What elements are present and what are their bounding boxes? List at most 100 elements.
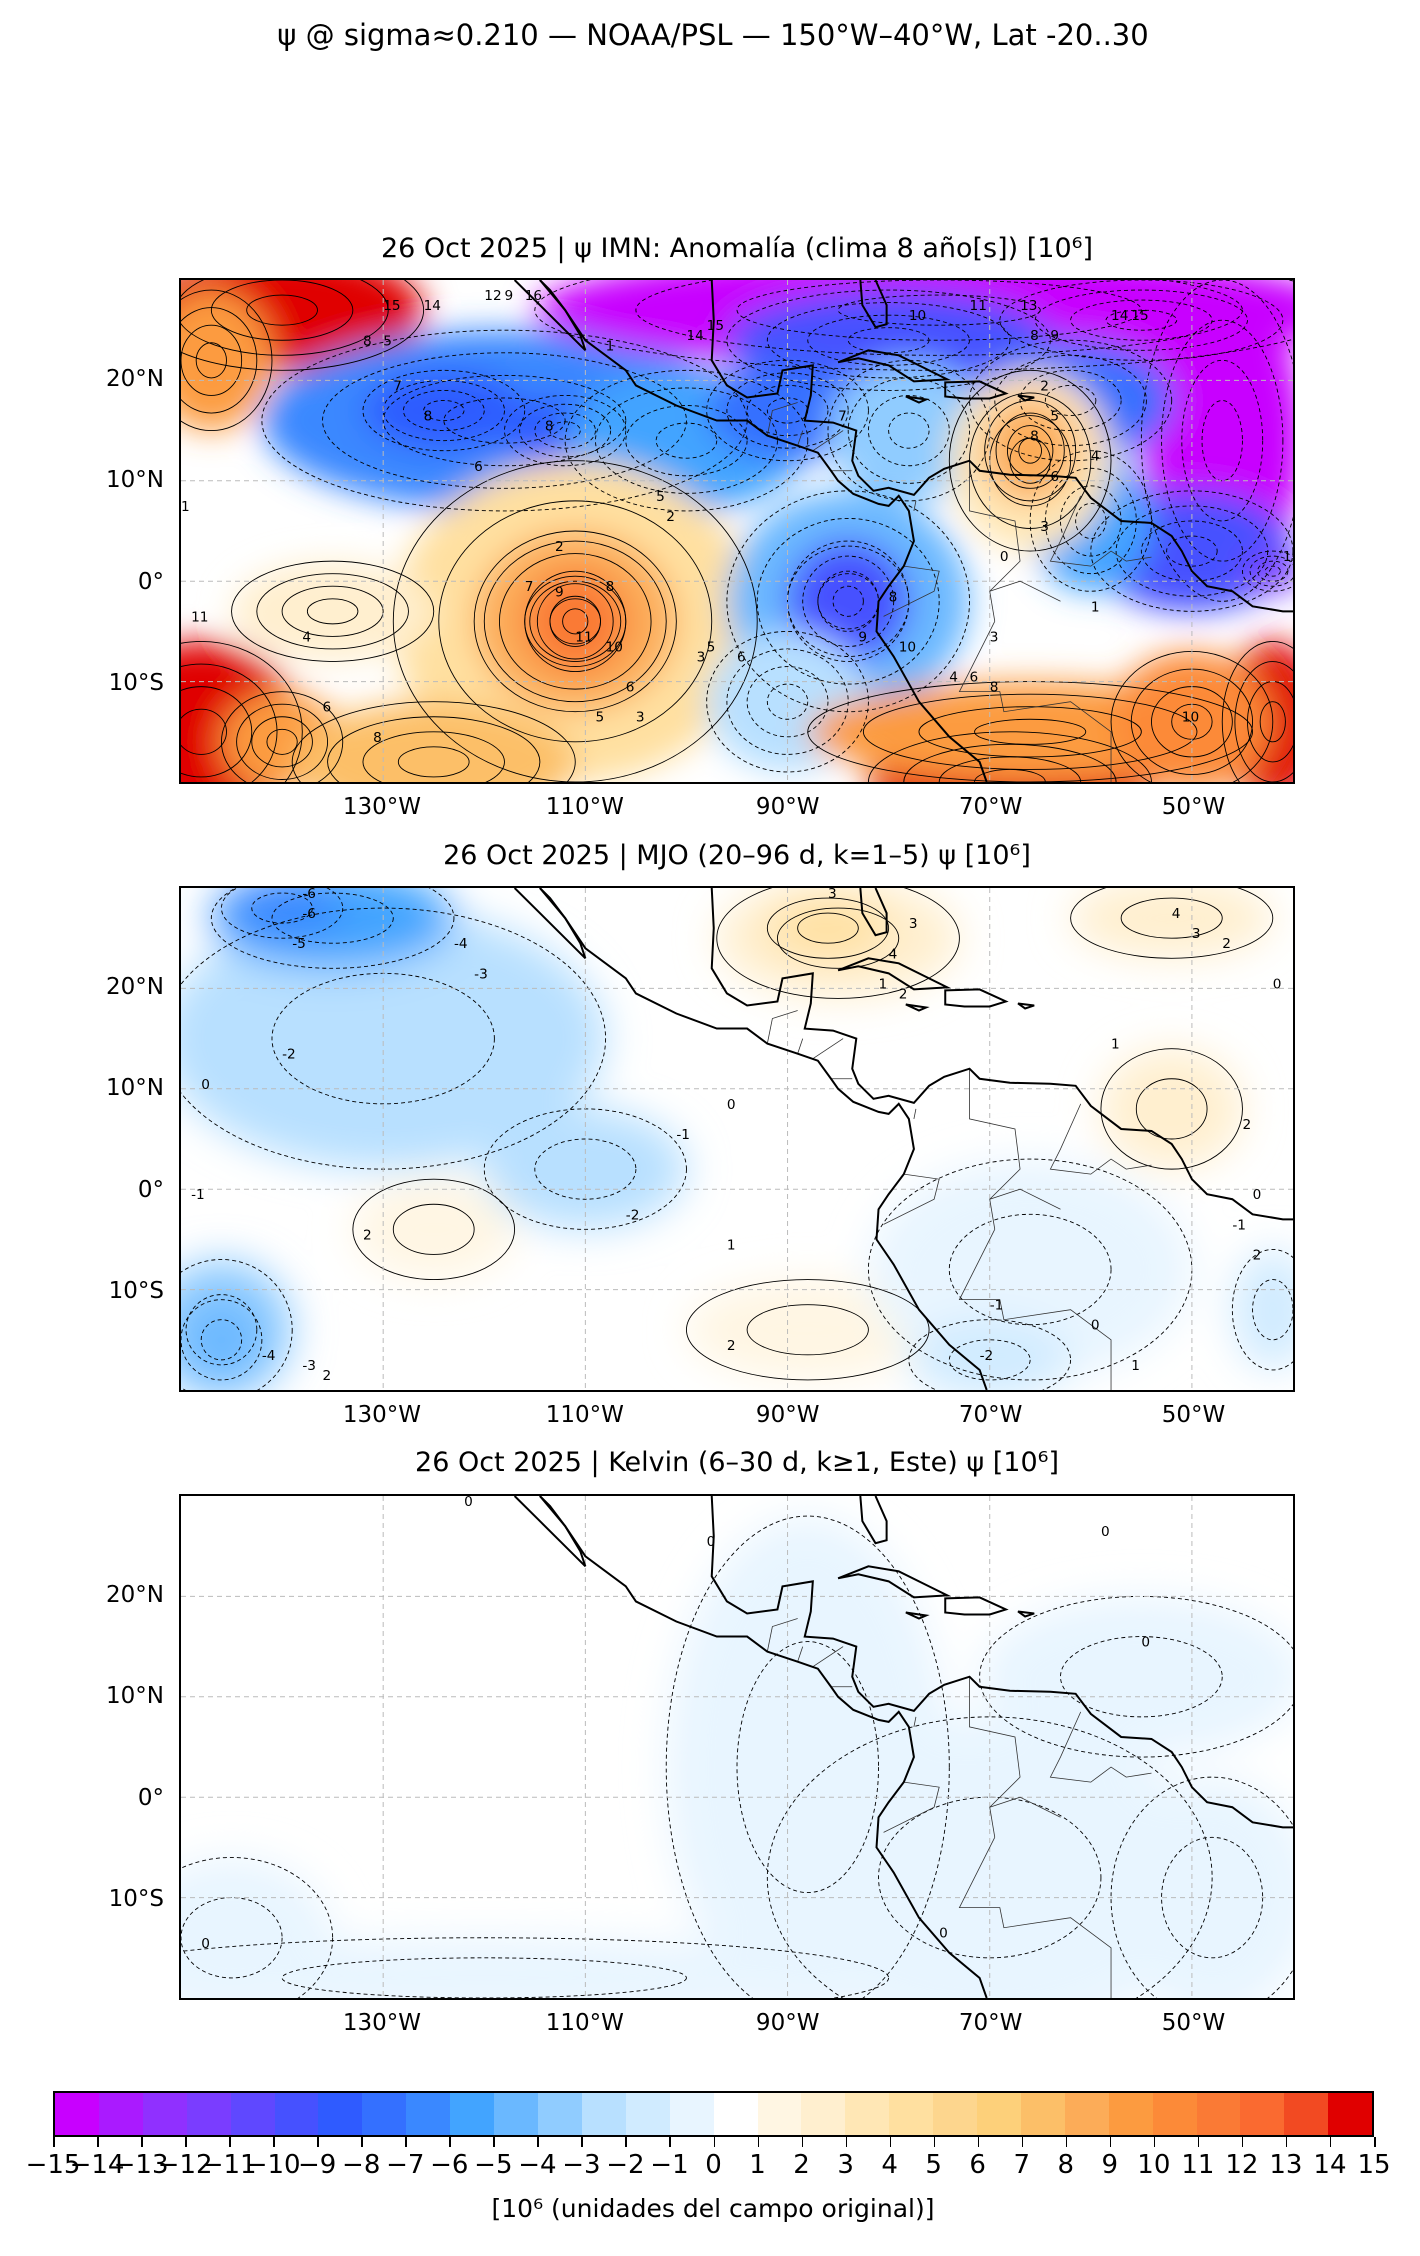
- contour-label: 10: [899, 640, 916, 656]
- contour-line: [550, 422, 580, 440]
- contour-label: 2: [1253, 1248, 1262, 1264]
- contour-label: 14: [1111, 308, 1128, 324]
- contour-label: 10: [1182, 710, 1199, 726]
- contour-line: [1106, 310, 1177, 330]
- contour-line: [686, 1280, 929, 1380]
- contour-label: 3: [1040, 519, 1049, 535]
- border-line: [798, 431, 803, 446]
- map-panel-mjo: -6 -6 -5 -4 -3 -2 0 -1 0 -2 2 1 2 -4 -3 2 -1 4 3 3 2 4 3 2 0 1 2 0-…: [179, 886, 1295, 1392]
- x-tick-label: 130°W: [342, 794, 421, 820]
- contour-line: [257, 574, 409, 649]
- contour-line: [292, 702, 575, 782]
- contour-label: 7: [525, 579, 534, 595]
- colorbar-tick: [669, 2137, 671, 2147]
- contour-label: 3: [636, 710, 645, 726]
- contour-line: [919, 707, 1141, 757]
- map-panel-anomaly: 1514129168517886522179811104116865310113…: [179, 278, 1295, 784]
- colorbar-segment: [889, 2093, 934, 2135]
- contour-label: -4: [454, 936, 468, 952]
- x-tick-label: 90°W: [755, 2010, 820, 2036]
- country-borders: [767, 402, 1151, 782]
- contour-line: [863, 694, 1197, 769]
- panel-title-mjo: 26 Oct 2025 | MJO (20–96 d, k=1–5) ψ [10…: [443, 840, 1031, 871]
- contour-line: [181, 1857, 333, 1998]
- country-borders: [767, 1618, 1151, 1998]
- contour-line: [232, 561, 434, 661]
- colorbar-tick-label: −10: [245, 2150, 301, 2180]
- x-tick-label: 70°W: [958, 1402, 1023, 1428]
- contour-line: [803, 556, 894, 646]
- contour-label: 1: [1091, 599, 1100, 615]
- contour-labels: 1514129168517886522179811104116865310113…: [181, 288, 1293, 782]
- contour-label: 11: [191, 609, 208, 625]
- contour-line: [636, 280, 1243, 355]
- contour-label: 0: [201, 1077, 210, 1093]
- colorbar-segment: [933, 2093, 978, 2135]
- contour-line: [181, 641, 302, 782]
- contour-label: 4: [949, 670, 958, 686]
- border-line: [798, 1647, 803, 1662]
- coastline: [712, 888, 1293, 1219]
- colorbar-tick: [361, 2137, 363, 2147]
- contour-label: -1: [990, 1298, 1004, 1314]
- coastline: [515, 1496, 586, 1566]
- colorbar-segment: [1284, 2093, 1329, 2135]
- border-line: [914, 1717, 916, 1727]
- colorbar-segment: [801, 2093, 846, 2135]
- contour-label: 8: [1030, 328, 1039, 344]
- y-tick-label: 0°: [137, 1176, 164, 1203]
- contour-label: 0: [464, 1496, 473, 1510]
- contour-line: [237, 704, 328, 779]
- y-tick-label: 10°N: [106, 467, 164, 494]
- contour-line: [504, 395, 625, 465]
- contour-label: -2: [980, 1348, 994, 1364]
- contour-line: [868, 395, 949, 465]
- contour-line: [727, 290, 1050, 390]
- x-tick-label: 130°W: [342, 1402, 421, 1428]
- colorbar-segment: [1196, 2093, 1241, 2135]
- border-line: [970, 461, 1021, 622]
- y-tick-label: 10°S: [108, 1885, 164, 1912]
- contour-label: -2: [282, 1047, 296, 1063]
- coastline: [945, 381, 1006, 398]
- coastline: [860, 1496, 886, 1543]
- colorbar-tick: [449, 2137, 451, 2147]
- contour-label: 5: [1050, 409, 1059, 425]
- graticule: [181, 888, 1293, 1390]
- contour-label: 7: [838, 409, 847, 425]
- contour-line: [838, 295, 1040, 325]
- contour-line: [909, 1320, 1071, 1390]
- colorbar-segment: [1152, 2093, 1197, 2135]
- contour-fill-region: [767, 898, 889, 959]
- contour-line: [221, 692, 342, 782]
- contour-fill-region: [362, 370, 525, 451]
- contour-label: 1: [727, 1237, 736, 1253]
- border-line: [990, 1189, 1061, 1209]
- contour-line: [363, 732, 505, 782]
- colorbar-tick: [757, 2137, 760, 2147]
- colorbar-segment: [362, 2093, 407, 2135]
- contour-line: [499, 554, 651, 690]
- contour-label: 14: [686, 328, 703, 344]
- figure-title: ψ @ sigma≈0.210 — NOAA/PSL — 150°W–40°W,…: [277, 18, 1149, 52]
- contour-line: [211, 280, 353, 340]
- border-line: [959, 1837, 1111, 1998]
- colorbar-segment: [625, 2093, 670, 2135]
- border-line: [914, 501, 916, 511]
- contour-line: [181, 280, 388, 355]
- y-tick-label: 20°N: [106, 366, 164, 393]
- contour-label: 8: [373, 730, 382, 746]
- contour-label: 1: [879, 976, 888, 992]
- contour-line: [777, 908, 898, 968]
- colorbar-tick-label: 14: [1313, 2150, 1347, 2180]
- contour-label: 4: [1172, 906, 1181, 922]
- colorbar-tick: [493, 2137, 495, 2147]
- contour-line: [282, 586, 383, 636]
- contour-line: [520, 404, 611, 457]
- contour-line: [996, 413, 1064, 488]
- contour-label: -2: [626, 1207, 640, 1223]
- contour-line: [393, 1204, 474, 1254]
- contour-line: [353, 1179, 515, 1279]
- contour-line: [757, 518, 939, 684]
- y-tick-label: 10°N: [106, 1075, 164, 1102]
